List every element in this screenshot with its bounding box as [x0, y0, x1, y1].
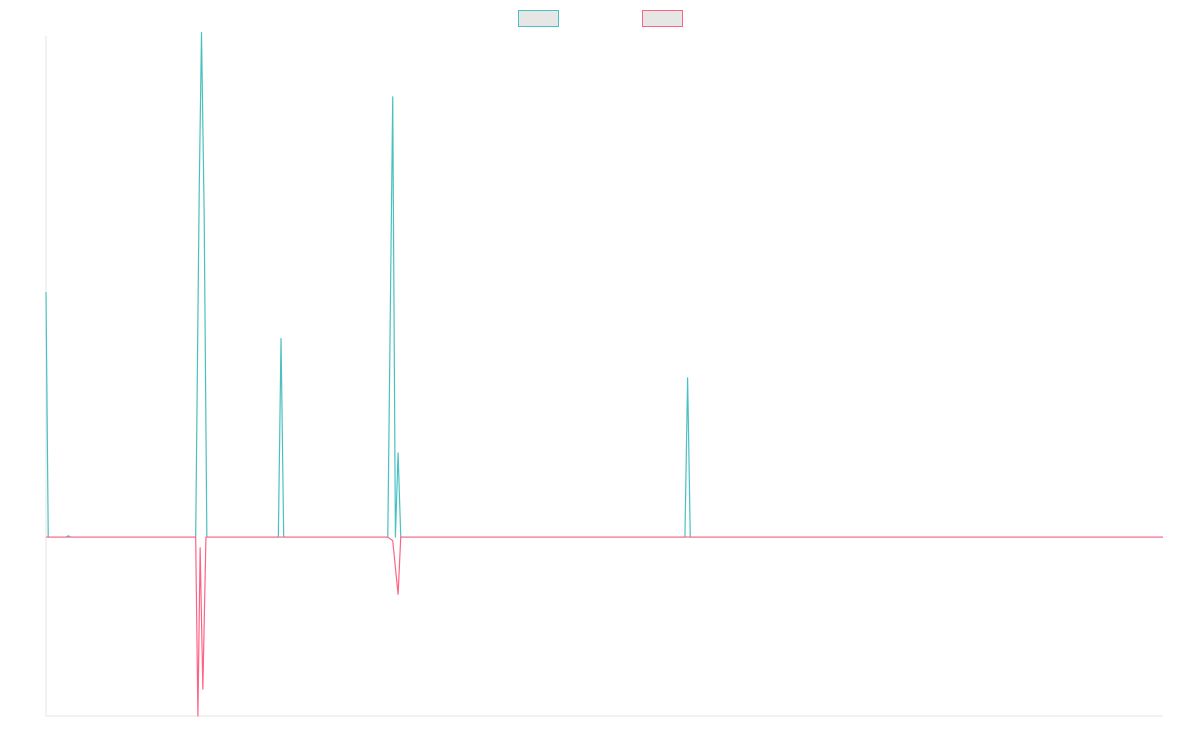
legend-swatch-2[interactable]: [642, 10, 683, 27]
chart-legend: [518, 10, 683, 27]
series-line-2: [46, 536, 1163, 717]
series-line-1: [45, 31, 1163, 538]
chart-axes: [45, 36, 1163, 717]
chart-series-layer: [45, 31, 1163, 717]
legend-swatch-1[interactable]: [518, 10, 559, 27]
